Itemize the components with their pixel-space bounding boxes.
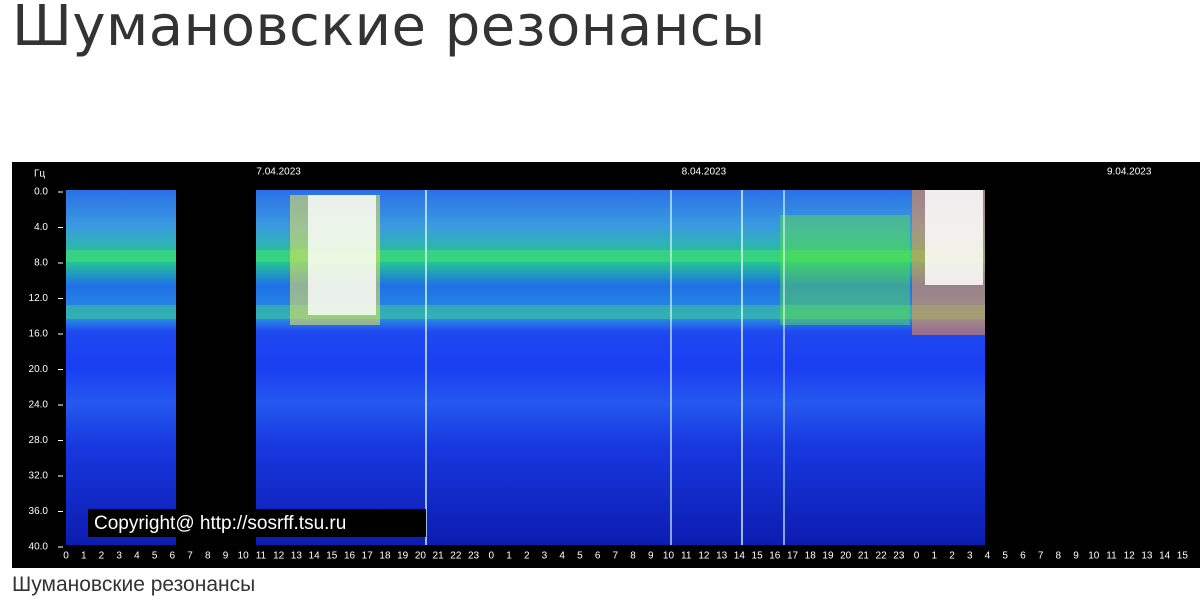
x-label: 23 [893, 551, 905, 562]
x-label: 15 [752, 551, 764, 562]
x-label: 21 [858, 551, 870, 562]
x-label: 20 [840, 551, 852, 562]
y-label: 28.0 [29, 435, 49, 446]
x-label: 13 [716, 551, 728, 562]
activity-patch [308, 195, 376, 315]
x-label: 9 [648, 551, 654, 562]
x-label: 0 [488, 551, 494, 562]
x-label: 8 [630, 551, 636, 562]
x-label: 16 [344, 551, 356, 562]
resonance-band [256, 305, 985, 319]
x-label: 14 [734, 551, 746, 562]
x-label: 0 [914, 551, 920, 562]
x-label: 21 [433, 551, 445, 562]
y-label: 4.0 [34, 222, 48, 233]
resonance-band [256, 250, 985, 262]
activity-patch [780, 215, 910, 325]
x-label: 15 [326, 551, 338, 562]
x-label: 19 [397, 551, 409, 562]
y-label: 40.0 [29, 542, 49, 553]
x-label: 7 [1038, 551, 1044, 562]
x-label: 14 [1159, 551, 1171, 562]
x-label: 1 [506, 551, 512, 562]
x-label: 19 [822, 551, 834, 562]
x-label: 2 [524, 551, 530, 562]
x-label: 6 [1020, 551, 1026, 562]
x-label: 8 [205, 551, 211, 562]
resonance-band [66, 305, 176, 319]
x-label: 12 [273, 551, 285, 562]
date-label: 7.04.2023 [256, 167, 301, 178]
x-label: 9 [1073, 551, 1079, 562]
x-label: 6 [170, 551, 176, 562]
x-label: 17 [362, 551, 374, 562]
x-label: 13 [291, 551, 303, 562]
x-label: 3 [542, 551, 548, 562]
x-label: 17 [787, 551, 799, 562]
spike-line [783, 190, 785, 545]
x-label: 13 [1141, 551, 1153, 562]
x-label: 1 [931, 551, 937, 562]
spike-line [670, 190, 672, 545]
copyright: Copyright@ http://sosrff.tsu.ru [94, 513, 346, 534]
x-label: 10 [663, 551, 675, 562]
x-label: 3 [116, 551, 122, 562]
x-label: 7 [187, 551, 193, 562]
date-label: 8.04.2023 [682, 167, 727, 178]
x-label: 16 [769, 551, 781, 562]
x-label: 11 [681, 551, 692, 562]
x-label: 10 [238, 551, 250, 562]
x-label: 4 [559, 551, 565, 562]
x-label: 10 [1088, 551, 1100, 562]
spectrum-block [66, 190, 176, 545]
y-label: 0.0 [34, 187, 48, 198]
spike-line [425, 190, 427, 545]
x-label: 5 [1002, 551, 1008, 562]
x-label: 4 [134, 551, 140, 562]
x-label: 18 [805, 551, 817, 562]
x-label: 2 [99, 551, 105, 562]
x-label: 4 [985, 551, 991, 562]
x-label: 5 [152, 551, 158, 562]
x-label: 22 [450, 551, 462, 562]
x-label: 12 [1124, 551, 1136, 562]
activity-patch [925, 190, 983, 285]
y-label: 36.0 [29, 506, 49, 517]
x-label: 11 [256, 551, 267, 562]
date-label: 9.04.2023 [1107, 167, 1152, 178]
x-label: 8 [1056, 551, 1062, 562]
x-label: 0 [63, 551, 69, 562]
x-label: 23 [468, 551, 480, 562]
y-label: 12.0 [29, 293, 49, 304]
x-label: 3 [967, 551, 973, 562]
copyright-box [88, 509, 426, 537]
x-label: 6 [595, 551, 601, 562]
resonance-band [66, 250, 176, 262]
y-label: 24.0 [29, 400, 49, 411]
y-label: 32.0 [29, 471, 49, 482]
x-label: 12 [698, 551, 710, 562]
page-title: Шумановские резонансы [12, 0, 766, 59]
y-unit: Гц [34, 169, 45, 180]
x-label: 11 [1106, 551, 1117, 562]
x-label: 2 [949, 551, 955, 562]
x-label: 15 [1177, 551, 1189, 562]
caption: Шумановские резонансы [12, 573, 256, 596]
y-label: 20.0 [29, 364, 49, 375]
x-label: 14 [309, 551, 321, 562]
x-label: 22 [876, 551, 888, 562]
x-label: 1 [81, 551, 87, 562]
y-label: 16.0 [29, 329, 49, 340]
x-label: 18 [379, 551, 391, 562]
y-label: 8.0 [34, 258, 48, 269]
spike-line [741, 190, 743, 545]
x-label: 5 [577, 551, 583, 562]
x-label: 9 [223, 551, 229, 562]
x-label: 7 [613, 551, 619, 562]
x-label: 20 [415, 551, 427, 562]
